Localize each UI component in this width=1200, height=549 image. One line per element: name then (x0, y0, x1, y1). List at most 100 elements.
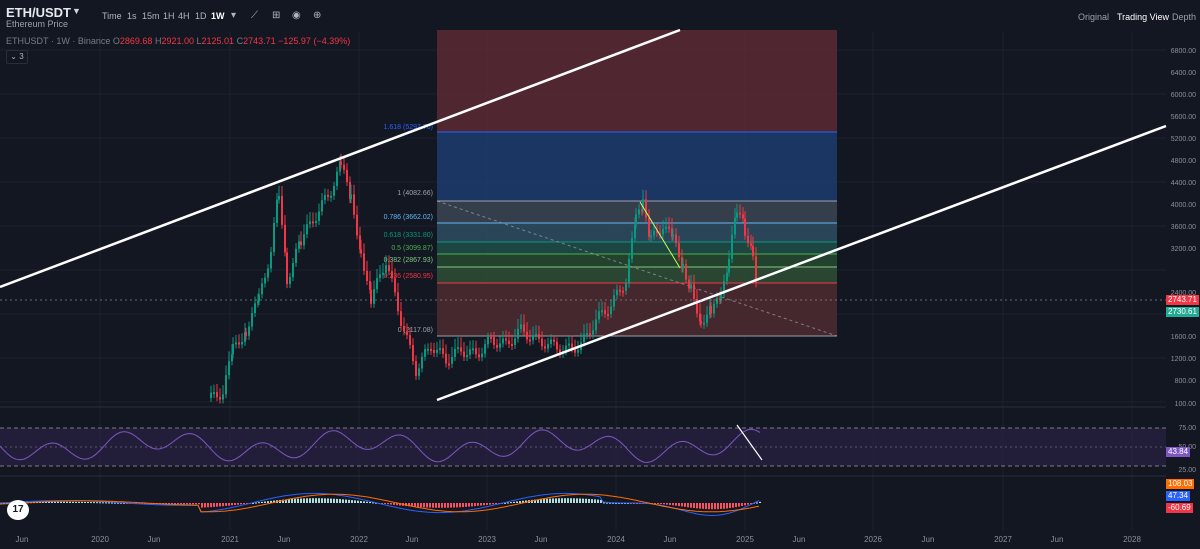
svg-text:100.00: 100.00 (1175, 401, 1197, 408)
candle-body (409, 335, 411, 345)
macd-bar (516, 501, 518, 503)
candle-body (445, 353, 447, 364)
macd-bar (384, 503, 386, 504)
candle-body (442, 348, 444, 354)
candle-body (607, 313, 609, 316)
fibonacci-retracement[interactable]: 1.618 (5297.70) 1 (4082.66) 0.786 (3662.… (384, 30, 838, 337)
macd-bar (534, 499, 536, 503)
tf-15m[interactable]: 15m (142, 11, 160, 21)
candle-body (219, 397, 221, 400)
symbol-title[interactable]: ETH/USDT (6, 5, 71, 20)
svg-text:1200.00: 1200.00 (1171, 356, 1196, 363)
candle-body (366, 270, 368, 281)
macd-bar (705, 503, 707, 510)
indicators-icon[interactable]: ⟋ (251, 10, 258, 21)
time-axis[interactable]: Jun 2020 Jun 2021 Jun 2022 Jun 2023 Jun … (16, 535, 1142, 544)
candle-body (321, 200, 323, 212)
macd-bar (369, 502, 371, 504)
macd-bar (219, 503, 221, 507)
legend-low: 2125.01 (201, 36, 235, 46)
layout-icon[interactable]: ⊞ (272, 10, 281, 21)
macd-bar (261, 501, 263, 503)
add-icon[interactable]: ⊕ (313, 10, 322, 21)
svg-text:2023: 2023 (478, 535, 496, 544)
macd-bar (444, 503, 446, 508)
macd-bar (618, 502, 620, 504)
candle-body (472, 348, 474, 351)
macd-bar (432, 503, 434, 508)
fib-label-0382: 0.382 (2867.93) (384, 257, 433, 264)
macd-bar (732, 503, 734, 508)
tf-1h[interactable]: 1H (163, 11, 175, 21)
macd-bar (411, 503, 413, 507)
macd-bar (216, 503, 218, 507)
candle-body (306, 224, 308, 235)
candle-body (466, 354, 468, 357)
candle-body (653, 230, 655, 236)
svg-text:Jun: Jun (278, 535, 291, 544)
macd-bar (582, 498, 584, 503)
candle-body (713, 303, 715, 314)
candle-body (541, 338, 543, 347)
view-trading-view[interactable]: Trading View (1117, 12, 1170, 22)
svg-text:4800.00: 4800.00 (1171, 158, 1196, 165)
macd-bar (372, 502, 374, 504)
tf-4h[interactable]: 4H (178, 11, 190, 21)
macd-bar (90, 502, 92, 504)
macd-bar (471, 503, 473, 507)
svg-text:2025: 2025 (736, 535, 754, 544)
macd-bar (255, 502, 257, 504)
view-original[interactable]: Original (1078, 12, 1110, 22)
tradingview-logo-icon[interactable]: 17 (7, 500, 29, 520)
svg-text:4000.00: 4000.00 (1171, 202, 1196, 209)
macd-bar (426, 503, 428, 508)
macd-bar (294, 498, 296, 503)
candle-body (568, 343, 570, 346)
candle-body (682, 264, 684, 269)
macd-bar (417, 503, 419, 508)
tf-1d[interactable]: 1D (195, 11, 207, 21)
macd-bar (510, 502, 512, 504)
macd-bar (429, 503, 431, 508)
macd-bar (327, 498, 329, 503)
candle-body (312, 221, 314, 224)
macd-bar (204, 503, 206, 508)
tf-1w[interactable]: 1W (211, 11, 225, 21)
candle-body (601, 310, 603, 313)
tf-time[interactable]: Time (102, 11, 122, 21)
price-axis[interactable]: 6800.00 6400.00 6000.00 5600.00 5200.00 … (1171, 48, 1196, 474)
candle-body (222, 394, 224, 400)
macd-bar (708, 503, 710, 510)
candle-body (418, 368, 420, 376)
macd-bar (399, 503, 401, 506)
camera-icon[interactable]: ◉ (292, 10, 301, 21)
candle-body (668, 226, 670, 229)
svg-text:2028: 2028 (1123, 535, 1141, 544)
fib-label-0618: 0.618 (3331.80) (384, 232, 433, 239)
candle-body (662, 228, 664, 235)
svg-text:Jun: Jun (535, 535, 548, 544)
candle-body (720, 294, 722, 300)
candle-body (258, 294, 260, 302)
candle-body (350, 194, 352, 200)
trend-channel[interactable] (0, 28, 1167, 402)
candle-body (642, 199, 644, 210)
candle-body (731, 234, 733, 259)
candle-body (571, 343, 573, 349)
macd-bar (408, 503, 410, 507)
tf-1s[interactable]: 1s (127, 11, 137, 21)
view-depth[interactable]: Depth (1172, 12, 1197, 22)
macd-bar (48, 501, 50, 503)
macd-bar (300, 498, 302, 503)
candle-body (619, 289, 621, 292)
candle-body (349, 182, 351, 200)
candle-body (353, 194, 355, 215)
symbol-dropdown-icon[interactable]: ▼ (72, 6, 81, 16)
macd-bar (306, 498, 308, 503)
collapse-indicators-button[interactable]: ⌄ 3 (6, 50, 28, 64)
candle-body (210, 392, 212, 398)
macd-bar (759, 501, 761, 503)
macd-bar (315, 498, 317, 503)
timeframe-dropdown-icon[interactable]: ▾ (231, 10, 237, 21)
